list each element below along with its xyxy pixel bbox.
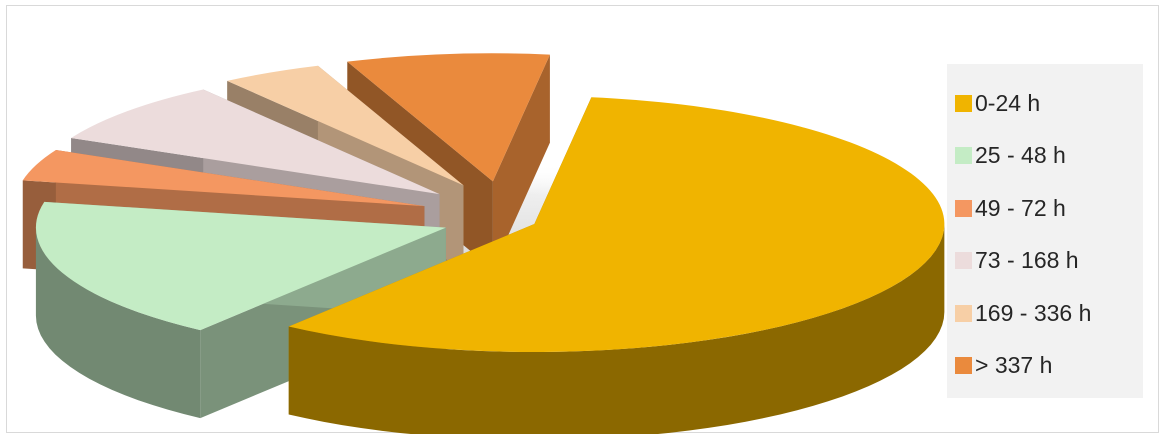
legend-item: > 337 h bbox=[955, 351, 1052, 381]
legend-swatch bbox=[955, 357, 972, 374]
legend-label: 169 - 336 h bbox=[975, 299, 1092, 326]
legend-item: 0-24 h bbox=[955, 88, 1040, 118]
legend-item: 73 - 168 h bbox=[955, 246, 1079, 276]
legend-swatch bbox=[955, 252, 972, 269]
slice-top bbox=[35, 201, 446, 331]
legend-item: 169 - 336 h bbox=[955, 298, 1091, 328]
slice-top bbox=[227, 65, 464, 186]
legend: 0-24 h 25 - 48 h 49 - 72 h 73 - 168 h 169 - … bbox=[947, 64, 1143, 398]
chart-area: 0-24 h 25 - 48 h 49 - 72 h 73 - 168 h 169 - … bbox=[6, 5, 1159, 434]
legend-swatch bbox=[955, 304, 972, 322]
legend-label: > 337 h bbox=[975, 352, 1053, 378]
legend-label: 25 - 48 h bbox=[975, 142, 1066, 168]
slice-top bbox=[288, 97, 945, 353]
slice-wall bbox=[492, 54, 550, 270]
pie-slices bbox=[22, 53, 945, 434]
legend-label: 49 - 72 h bbox=[975, 194, 1066, 221]
pie-plot bbox=[22, 53, 947, 434]
slice-side bbox=[288, 224, 945, 434]
slice-side bbox=[35, 227, 201, 419]
legend-swatch bbox=[955, 199, 972, 217]
slice-top bbox=[22, 149, 425, 207]
slice-top bbox=[347, 53, 550, 182]
slice-top bbox=[71, 89, 440, 195]
legend-item: 25 - 48 h bbox=[955, 141, 1066, 171]
legend-label: 0-24 h bbox=[975, 89, 1041, 116]
legend-label: 73 - 168 h bbox=[975, 247, 1079, 273]
legend-swatch bbox=[955, 94, 972, 112]
legend-swatch bbox=[955, 147, 972, 164]
pie-slice-1 bbox=[288, 97, 945, 434]
legend-item: 49 - 72 h bbox=[955, 193, 1066, 223]
